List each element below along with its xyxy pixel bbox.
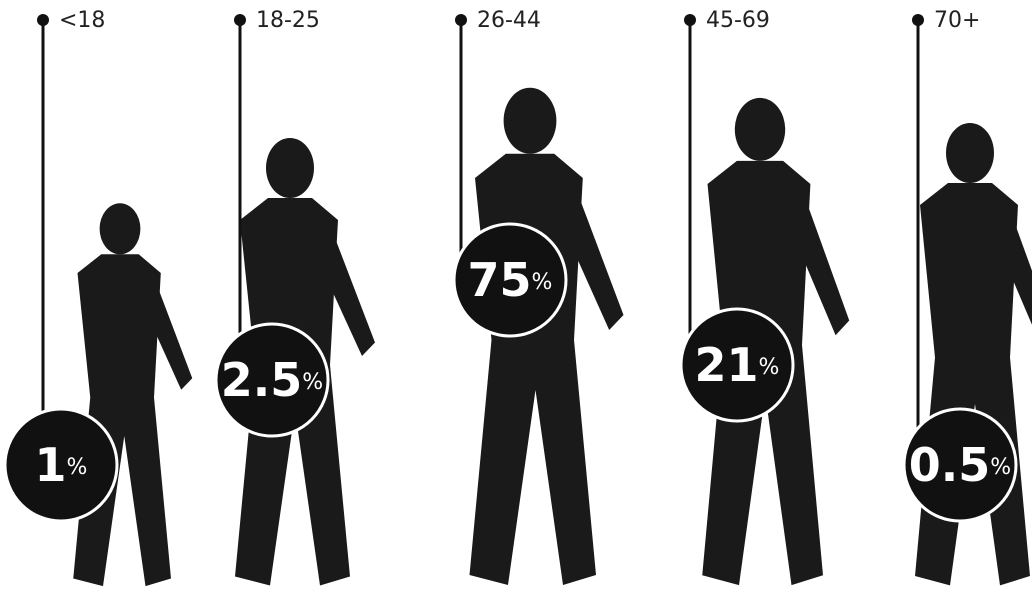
category-label: <18 [59,8,105,33]
value-circle [902,407,1018,523]
person-head [734,97,786,161]
person-head [503,87,557,154]
person [73,203,193,587]
value-unit: % [759,355,780,380]
value-circle [214,322,330,438]
leader-dot [455,14,467,26]
person-arm [560,183,624,330]
category-label: 26-44 [477,8,541,33]
marks: <18 1% 18-25 2.5% 26-44 75% 45-69 21% 70+ 0.5% [3,8,1018,523]
value-unit: % [990,455,1011,480]
value-label: 0.5% [909,438,1011,492]
category-label: 70+ [934,8,980,33]
value-circle [452,222,568,338]
leader-dot [912,14,924,26]
person-arm [998,210,1032,325]
value-number: 75 [468,253,532,307]
value-label: 1% [35,438,88,492]
value-number: 2.5 [221,353,303,407]
category-label: 45-69 [706,8,770,33]
value-number: 0.5 [909,438,991,492]
leader-dot [234,14,246,26]
person-arm [318,225,375,356]
person-head [99,203,141,255]
person-arm [143,277,193,390]
value-unit: % [302,370,323,395]
silhouettes [73,87,1032,587]
leader-dot [684,14,696,26]
value-unit: % [67,455,88,480]
value-number: 1 [35,438,67,492]
category-label: 18-25 [256,8,320,33]
value-unit: % [532,270,553,295]
value-label: 21% [695,338,780,392]
value-number: 21 [695,338,759,392]
person [469,87,624,586]
value-label: 2.5% [221,353,323,407]
value-circle [679,307,795,423]
value-label: 75% [468,253,553,307]
value-circle [3,407,119,523]
leader-dot [37,14,49,26]
person-head [946,123,994,183]
person-arm [789,189,850,336]
person-head [266,138,314,198]
